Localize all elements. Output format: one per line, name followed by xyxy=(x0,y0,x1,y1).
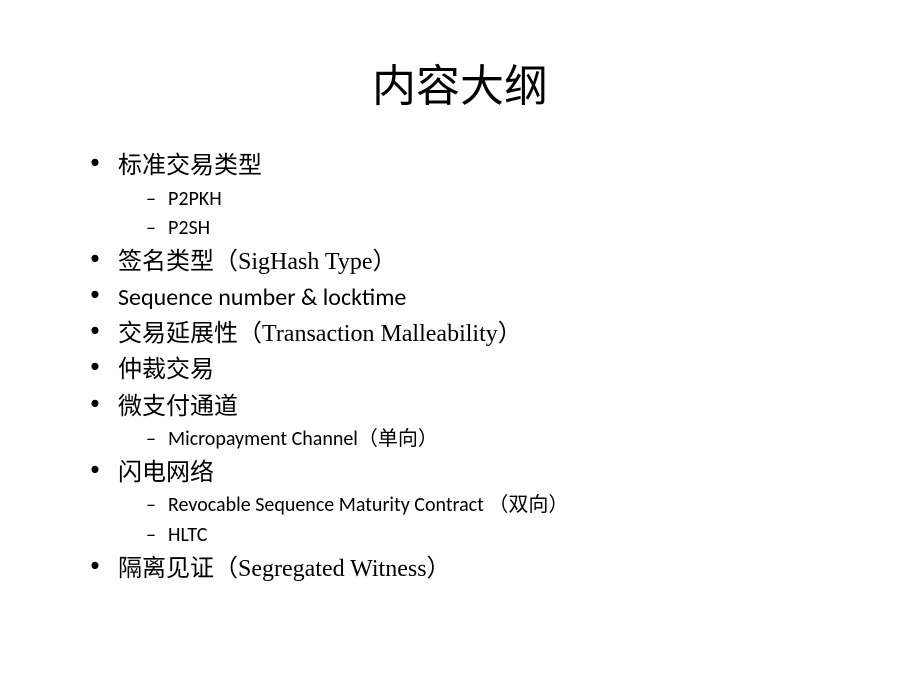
sub-list: Revocable Sequence Maturity Contract （双向… xyxy=(118,491,860,550)
sub-item: HLTC xyxy=(146,521,860,551)
sub-item-label: HLTC xyxy=(168,523,207,547)
item-label: 微支付通道 xyxy=(118,394,238,420)
slide-title: 内容大纲 xyxy=(60,50,860,114)
sub-item: P2PKH xyxy=(146,185,860,215)
sub-item-label: Micropayment Channel（单向） xyxy=(168,427,438,451)
sub-item-label: Revocable Sequence Maturity Contract （双向… xyxy=(168,493,568,517)
list-item: 仲裁交易 xyxy=(90,352,860,389)
list-item: 隔离见证（Segregated Witness） xyxy=(90,551,860,588)
sub-item: Micropayment Channel（单向） xyxy=(146,425,860,455)
sub-list: P2PKH P2SH xyxy=(118,185,860,244)
item-label: 标准交易类型 xyxy=(118,153,262,179)
sub-item: P2SH xyxy=(146,214,860,244)
item-label: 仲裁交易 xyxy=(118,357,214,383)
sub-item-label: P2SH xyxy=(168,216,210,240)
list-item: Sequence number & locktime xyxy=(90,280,860,316)
list-item: 签名类型（SigHash Type） xyxy=(90,244,860,281)
item-label: 闪电网络 xyxy=(118,460,214,486)
item-label: 交易延展性（Transaction Malleability） xyxy=(118,321,522,347)
list-item: 标准交易类型 P2PKH P2SH xyxy=(90,148,860,244)
item-label: 签名类型（SigHash Type） xyxy=(118,249,397,275)
item-label: Sequence number & locktime xyxy=(118,283,406,312)
list-item: 闪电网络 Revocable Sequence Maturity Contrac… xyxy=(90,455,860,551)
sub-item-label: P2PKH xyxy=(168,187,222,211)
sub-item: Revocable Sequence Maturity Contract （双向… xyxy=(146,491,860,521)
slide: 内容大纲 标准交易类型 P2PKH P2SH 签名类型（SigHash Type… xyxy=(0,0,920,690)
item-label: 隔离见证（Segregated Witness） xyxy=(118,556,451,582)
outline-list: 标准交易类型 P2PKH P2SH 签名类型（SigHash Type） Seq… xyxy=(60,148,860,587)
list-item: 微支付通道 Micropayment Channel（单向） xyxy=(90,389,860,455)
list-item: 交易延展性（Transaction Malleability） xyxy=(90,316,860,353)
sub-list: Micropayment Channel（单向） xyxy=(118,425,860,455)
